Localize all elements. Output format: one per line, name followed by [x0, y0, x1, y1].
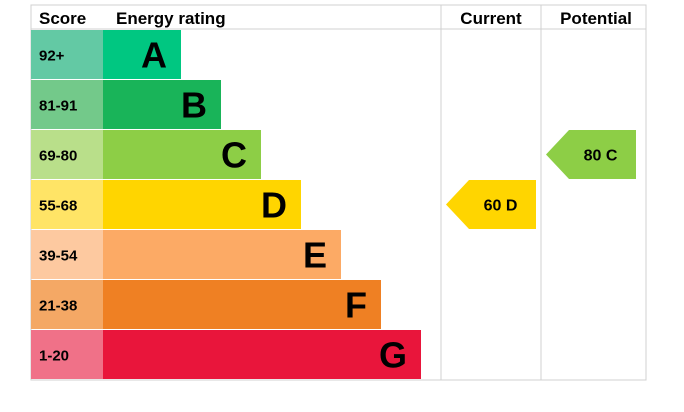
rating-arrows: 60 D 80 C	[446, 130, 636, 229]
current-arrow	[446, 180, 536, 229]
score-cell-e	[31, 230, 103, 279]
band-bar-a	[103, 30, 181, 79]
band-bar-c	[103, 130, 261, 179]
band-bar-e	[103, 230, 341, 279]
score-cell-b	[31, 80, 103, 129]
score-label-c: 69-80	[39, 148, 77, 165]
rating-bands: 92+ A 81-91 B 69-80 C 55-68 D 39-54 E 21-38 F 1-20 G	[31, 30, 421, 379]
score-cell-f	[31, 280, 103, 329]
score-cell-c	[31, 130, 103, 179]
band-bar-b	[103, 80, 221, 129]
current-value-label: 60 D	[484, 198, 518, 215]
band-letter-e: E	[303, 235, 327, 276]
band-letter-a: A	[141, 35, 167, 76]
potential-value-label: 80 C	[584, 148, 618, 165]
band-letter-g: G	[379, 335, 407, 376]
score-label-e: 39-54	[39, 248, 78, 265]
band-letter-c: C	[221, 135, 247, 176]
band-letter-f: F	[345, 285, 367, 326]
band-bar-d	[103, 180, 301, 229]
score-label-g: 1-20	[39, 348, 69, 365]
score-cell-d	[31, 180, 103, 229]
band-letter-d: D	[261, 185, 287, 226]
score-label-a: 92+	[39, 48, 65, 65]
band-letter-b: B	[181, 85, 207, 126]
score-label-d: 55-68	[39, 198, 77, 215]
band-bar-g	[103, 330, 421, 379]
score-cell-a	[31, 30, 103, 79]
score-cell-g	[31, 330, 103, 379]
header-potential: Potential	[560, 9, 632, 28]
score-label-b: 81-91	[39, 98, 77, 115]
header-score: Score	[39, 9, 86, 28]
potential-arrow	[546, 130, 636, 179]
header-current: Current	[460, 9, 522, 28]
score-label-f: 21-38	[39, 298, 77, 315]
header-energy-rating: Energy rating	[116, 9, 226, 28]
band-bar-f	[103, 280, 381, 329]
